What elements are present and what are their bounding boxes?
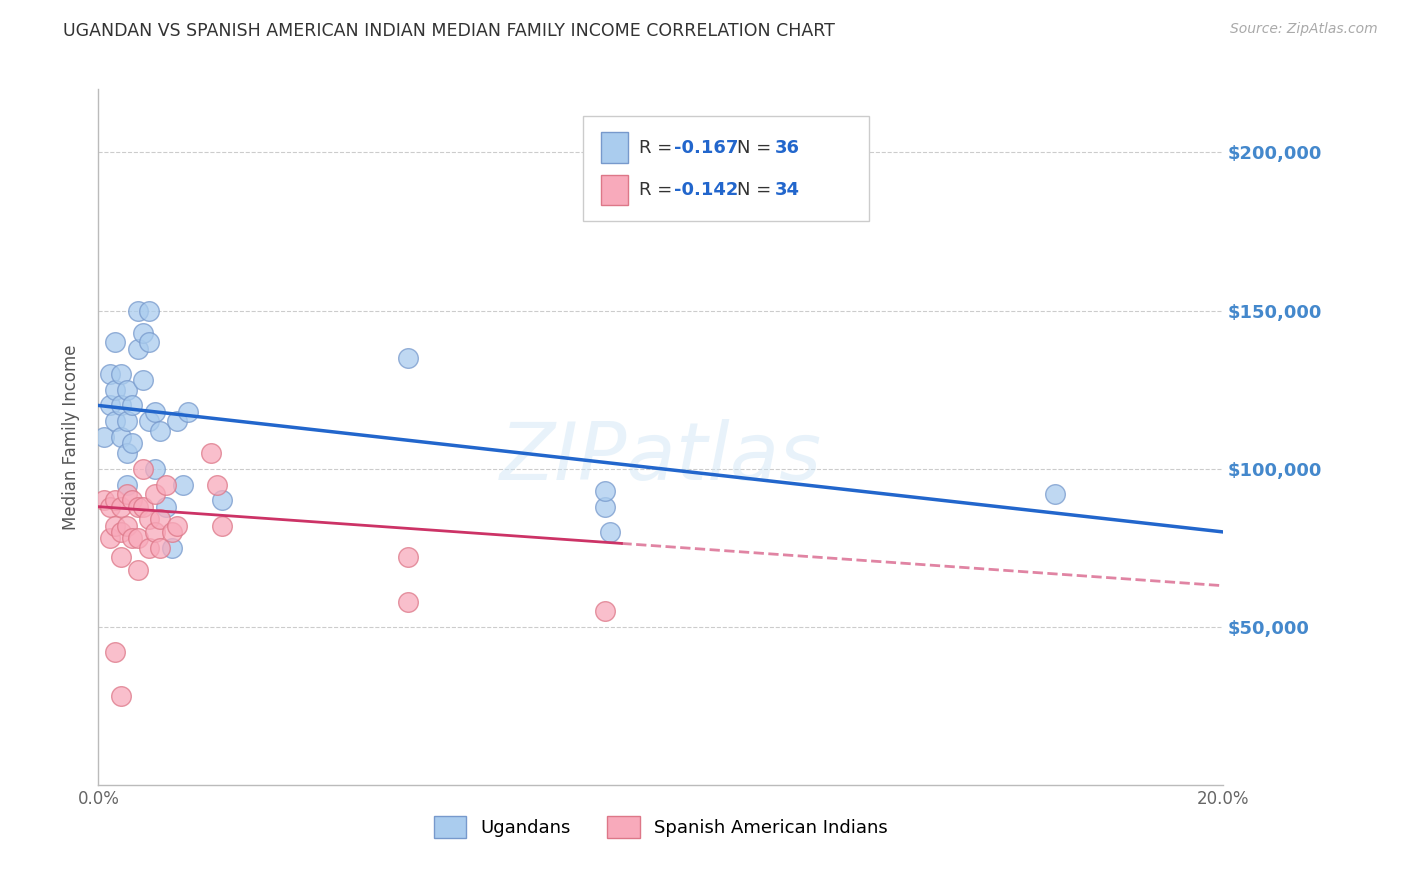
Point [200, 446, 222, 460]
Point [98, 367, 121, 381]
Point [115, 414, 138, 428]
Point [110, 399, 132, 413]
Point [115, 477, 138, 491]
Point [166, 518, 188, 533]
Point [143, 461, 166, 475]
Point [115, 487, 138, 501]
Point [110, 430, 132, 444]
Point [138, 303, 160, 318]
Point [593, 500, 616, 514]
Point [177, 405, 200, 419]
Point [155, 477, 177, 491]
Point [121, 436, 143, 450]
Point [110, 550, 132, 565]
Point [93, 430, 115, 444]
Point [104, 645, 127, 659]
Text: R =: R = [638, 138, 678, 157]
Point [104, 383, 127, 397]
Text: N =: N = [737, 181, 778, 199]
Point [396, 351, 419, 365]
Point [98, 500, 121, 514]
Point [149, 541, 172, 555]
Legend: Ugandans, Spanish American Indians: Ugandans, Spanish American Indians [426, 809, 896, 846]
Point [149, 512, 172, 526]
Text: UGANDAN VS SPANISH AMERICAN INDIAN MEDIAN FAMILY INCOME CORRELATION CHART: UGANDAN VS SPANISH AMERICAN INDIAN MEDIA… [63, 22, 835, 40]
Text: -0.142: -0.142 [675, 181, 738, 199]
Point [599, 524, 621, 539]
Point [110, 367, 132, 381]
Point [166, 414, 188, 428]
Point [138, 414, 160, 428]
Point [98, 399, 121, 413]
Point [115, 518, 138, 533]
Text: 34: 34 [775, 181, 800, 199]
Point [127, 303, 149, 318]
Point [132, 500, 155, 514]
Point [110, 690, 132, 704]
Point [593, 604, 616, 618]
Point [104, 518, 127, 533]
Text: N =: N = [737, 138, 778, 157]
Text: -0.167: -0.167 [675, 138, 738, 157]
Point [143, 487, 166, 501]
Point [132, 326, 155, 340]
Point [132, 373, 155, 387]
Point [93, 493, 115, 508]
Point [127, 531, 149, 545]
Point [115, 446, 138, 460]
Point [211, 493, 233, 508]
Y-axis label: Median Family Income: Median Family Income [62, 344, 80, 530]
Point [104, 335, 127, 350]
Point [127, 342, 149, 356]
Point [127, 563, 149, 577]
Point [121, 531, 143, 545]
Point [138, 512, 160, 526]
Point [143, 524, 166, 539]
Text: ZIPatlas: ZIPatlas [499, 419, 823, 497]
Point [593, 483, 616, 498]
Point [155, 500, 177, 514]
Text: 36: 36 [775, 138, 800, 157]
Point [172, 477, 194, 491]
Point [138, 541, 160, 555]
Point [138, 335, 160, 350]
Point [160, 541, 183, 555]
Point [205, 477, 228, 491]
Point [396, 550, 419, 565]
Point [132, 461, 155, 475]
Point [127, 500, 149, 514]
Point [104, 493, 127, 508]
Point [98, 531, 121, 545]
Point [104, 414, 127, 428]
Text: R =: R = [638, 181, 678, 199]
Point [121, 399, 143, 413]
Point [115, 383, 138, 397]
Point [143, 405, 166, 419]
Point [1043, 487, 1066, 501]
Point [110, 524, 132, 539]
Point [211, 518, 233, 533]
Point [121, 493, 143, 508]
Text: Source: ZipAtlas.com: Source: ZipAtlas.com [1230, 22, 1378, 37]
Point [149, 424, 172, 438]
Point [110, 500, 132, 514]
Point [396, 594, 419, 608]
Point [160, 524, 183, 539]
